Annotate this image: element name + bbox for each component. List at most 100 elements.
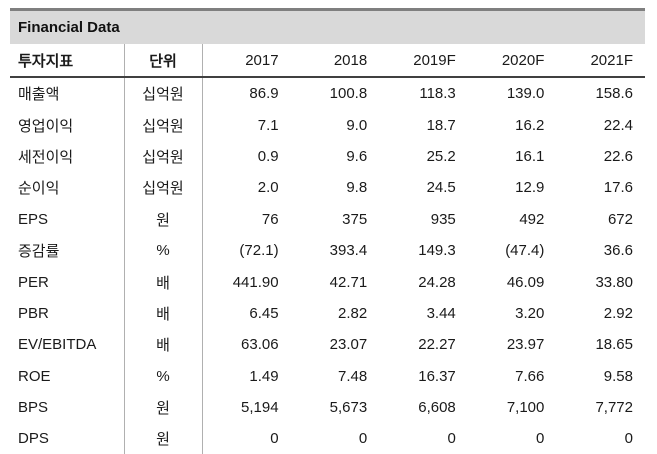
table-row: PBR 배 6.45 2.82 3.44 3.20 2.92 — [10, 297, 645, 330]
table-row: PER 배 441.90 42.71 24.28 46.09 33.80 — [10, 266, 645, 298]
cell-value: 7.66 — [515, 367, 545, 385]
row-unit: 배 — [124, 297, 203, 330]
cell-value: 935 — [430, 210, 456, 228]
cell-value: 46.09 — [506, 273, 545, 291]
col-header-unit: 단위 — [124, 44, 203, 78]
row-unit: 십억원 — [124, 109, 203, 141]
cell-value: 23.07 — [329, 336, 368, 354]
row-unit: % — [124, 360, 203, 392]
cell-value: 7,100 — [506, 399, 545, 417]
col-header-indicator: 투자지표 — [10, 44, 125, 78]
cell-value: 86.9 — [249, 85, 279, 103]
cell-value: 17.6 — [603, 179, 633, 197]
table-row: DPS 원 0 0 0 0 0 — [10, 423, 645, 454]
row-unit: 원 — [124, 423, 203, 454]
cell-value: 7,772 — [595, 399, 633, 417]
cell-value: 0 — [379, 423, 468, 454]
col-header-2018: 2018 — [290, 44, 380, 78]
table-row: 세전이익 십억원 0.9 9.6 25.2 16.1 22.6 — [10, 140, 645, 173]
row-unit: 원 — [124, 203, 203, 235]
table-row: BPS 원 5,194 5,673 6,608 7,100 7,772 — [10, 391, 645, 424]
row-label: ROE — [10, 360, 125, 392]
table-row: EV/EBITDA 배 63.06 23.07 22.27 23.97 18.65 — [10, 329, 645, 361]
cell-value: 3.44 — [426, 304, 456, 322]
col-header-2020f: 2020F — [467, 44, 557, 78]
cell-value: 7.1 — [257, 116, 279, 134]
cell-value: 158.6 — [595, 85, 633, 103]
cell-value: 118.3 — [419, 85, 456, 103]
cell-value: 24.28 — [418, 273, 456, 291]
row-label: PBR — [10, 297, 125, 330]
cell-value: 22.4 — [603, 116, 633, 134]
row-unit: 십억원 — [124, 140, 203, 173]
col-header-2019f: 2019F — [379, 44, 468, 78]
row-unit: % — [124, 234, 203, 267]
table-row: ROE% 1.49 7.48 16.37 7.66 9.58 — [10, 360, 645, 392]
row-label: 매출액 — [10, 77, 125, 110]
cell-value: 63.06 — [241, 336, 279, 354]
row-label: EV/EBITDA — [10, 329, 125, 361]
row-unit: 배 — [124, 266, 203, 298]
cell-value: 3.20 — [515, 304, 545, 322]
cell-value: 12.9 — [515, 179, 545, 197]
row-unit: 십억원 — [124, 172, 203, 204]
cell-value: 76 — [261, 210, 279, 228]
row-unit: 십억원 — [124, 77, 203, 110]
cell-value: 2.82 — [337, 304, 368, 322]
table-title: Financial Data — [10, 11, 645, 44]
row-label: DPS — [10, 423, 125, 454]
row-label: 영업이익 — [10, 109, 125, 141]
cell-value: 18.7 — [426, 116, 456, 134]
cell-value: 0 — [202, 423, 291, 454]
row-label: 세전이익 — [10, 140, 125, 173]
financial-data-table: Financial Data 투자지표 단위 2017 2018 2019F 2… — [10, 8, 645, 454]
cell-value: 6.45 — [249, 304, 279, 322]
cell-value: 25.2 — [426, 147, 456, 165]
cell-value: 5,673 — [329, 399, 368, 417]
cell-value: 492 — [519, 210, 545, 228]
table-row: 증감률% (72.1) 393.4 149.3 (47.4) 36.6 — [10, 234, 645, 267]
row-label: EPS — [10, 203, 125, 235]
cell-value: 0 — [556, 423, 645, 454]
row-unit: 배 — [124, 329, 203, 361]
row-label: 증감률 — [10, 234, 125, 267]
cell-value: 2.92 — [603, 304, 633, 322]
row-label: 순이익 — [10, 172, 125, 204]
cell-value: 6,608 — [418, 399, 456, 417]
cell-value: 393.4 — [329, 242, 368, 260]
cell-value: 9.6 — [346, 147, 368, 165]
col-header-2021f: 2021F — [556, 44, 645, 78]
table-row: 순이익 십억원 2.0 9.8 24.5 12.9 17.6 — [10, 172, 645, 204]
cell-value: 441.90 — [232, 273, 279, 291]
row-label: PER — [10, 266, 125, 298]
cell-value: 100.8 — [329, 85, 368, 103]
cell-value: 23.97 — [506, 336, 545, 354]
cell-value: 22.6 — [603, 147, 633, 165]
cell-value: (72.1) — [239, 242, 279, 260]
table-row: 매출액 십억원 86.9 100.8 118.3 139.0 158.6 — [10, 77, 645, 110]
cell-value: 33.80 — [595, 273, 633, 291]
cell-value: 36.6 — [603, 242, 633, 260]
cell-value: 5,194 — [241, 399, 279, 417]
header-row: 투자지표 단위 2017 2018 2019F 2020F 2021F — [10, 44, 645, 78]
cell-value: 22.27 — [418, 336, 456, 354]
cell-value: 16.1 — [515, 147, 545, 165]
col-header-2017: 2017 — [202, 44, 291, 78]
cell-value: 0 — [467, 423, 557, 454]
cell-value: 9.58 — [603, 367, 633, 385]
cell-value: 42.71 — [329, 273, 368, 291]
cell-value: 18.65 — [595, 336, 633, 354]
table-body: 매출액 십억원 86.9 100.8 118.3 139.0 158.6 영업이익 십억원 7.1… — [10, 77, 645, 454]
table-row: EPS 원 76 375 935 492 672 — [10, 203, 645, 235]
cell-value: 1.49 — [249, 367, 279, 385]
cell-value: 16.2 — [515, 116, 545, 134]
cell-value: 9.0 — [346, 116, 368, 134]
cell-value: 9.8 — [346, 179, 368, 197]
cell-value: 0 — [290, 423, 380, 454]
cell-value: 7.48 — [337, 367, 368, 385]
row-label: BPS — [10, 391, 125, 424]
cell-value: 0.9 — [257, 147, 279, 165]
cell-value: 24.5 — [426, 179, 456, 197]
cell-value: 375 — [342, 210, 368, 228]
